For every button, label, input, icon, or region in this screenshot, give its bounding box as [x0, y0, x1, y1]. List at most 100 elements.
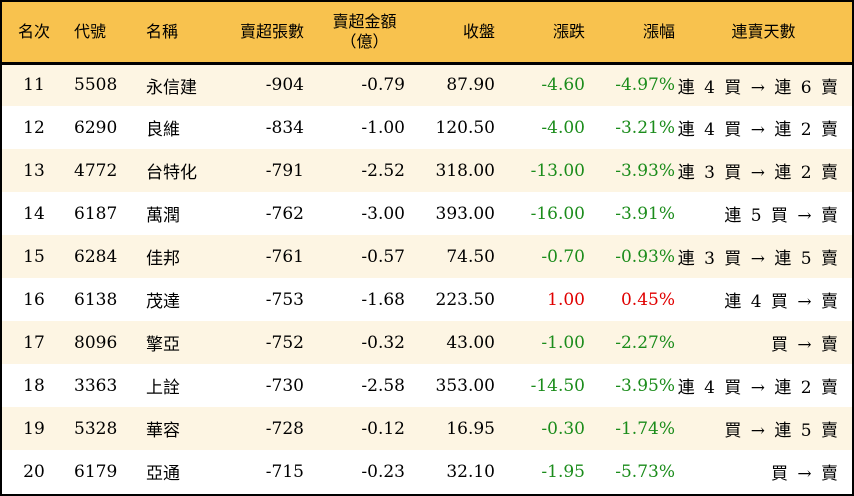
cell-streak: 連 4 買 → 連 6 賣 — [677, 77, 840, 98]
cell-name: 擎亞 — [146, 335, 180, 355]
cell-net-sell-amount: -0.57 — [361, 246, 405, 267]
cell-close: 16.95 — [446, 418, 495, 439]
cell-rank: 11 — [23, 75, 45, 96]
header-code: 代號 — [74, 21, 107, 41]
header-net-sell-amount-unit: （億） — [340, 31, 389, 51]
cell-code: 6187 — [74, 203, 118, 224]
table-row[interactable]: 17 8096 擎亞 -752 -0.32 43.00 -1.00 -2.27% 買 → 賣 — [2, 321, 852, 364]
cell-name: 良維 — [146, 120, 180, 140]
cell-change: -0.30 — [541, 418, 585, 439]
cell-change: -4.60 — [541, 75, 585, 96]
cell-name: 亞通 — [146, 464, 180, 484]
cell-close: 223.50 — [435, 289, 495, 310]
cell-change-pct: -1.74% — [615, 418, 675, 439]
cell-change: -14.50 — [530, 375, 585, 396]
cell-change: -1.00 — [541, 332, 585, 353]
header-name: 名稱 — [146, 21, 179, 41]
cell-name: 上詮 — [146, 378, 180, 398]
cell-close: 87.90 — [446, 75, 495, 96]
cell-change: -1.95 — [541, 461, 585, 482]
table-row[interactable]: 20 6179 亞通 -715 -0.23 32.10 -1.95 -5.73% 買 → 賣 — [2, 450, 852, 493]
cell-change-pct: 0.45% — [620, 289, 675, 310]
cell-change-pct: -3.91% — [615, 203, 675, 224]
cell-net-sell-amount: -0.79 — [361, 75, 405, 96]
cell-code: 3363 — [74, 375, 118, 396]
cell-code: 6179 — [74, 461, 118, 482]
cell-rank: 17 — [23, 332, 45, 353]
cell-streak: 連 4 買 → 賣 — [724, 292, 840, 312]
table-row[interactable]: 11 5508 永信建 -904 -0.79 87.90 -4.60 -4.97% 連 4 買 … — [2, 63, 852, 106]
cell-rank: 18 — [23, 375, 45, 396]
table-row[interactable]: 18 3363 上詮 -730 -2.58 353.00 -14.50 -3.95% 連 4 買… — [2, 364, 852, 407]
cell-code: 4772 — [74, 160, 118, 181]
cell-change: -16.00 — [530, 203, 585, 224]
cell-change-pct: -0.93% — [615, 246, 675, 267]
header-streak: 連賣天數 — [731, 21, 796, 41]
table-row[interactable]: 19 5328 華容 -728 -0.12 16.95 -0.30 -1.74% 買 → 連 5… — [2, 407, 852, 450]
cell-net-sell-lots: -730 — [265, 375, 304, 396]
cell-change-pct: -3.95% — [615, 375, 675, 396]
header-net-sell-amount: 賣超金額 （億） — [304, 2, 405, 63]
cell-change: -0.70 — [541, 246, 585, 267]
table-body: 11 5508 永信建 -904 -0.79 87.90 -4.60 -4.97% 連 4 買 … — [2, 63, 852, 493]
cell-name: 永信建 — [146, 77, 197, 98]
cell-net-sell-amount: -0.32 — [361, 332, 405, 353]
cell-rank: 15 — [23, 246, 45, 267]
cell-close: 74.50 — [446, 246, 495, 267]
cell-rank: 19 — [23, 418, 45, 439]
header-net-sell-amount-label: 賣超金額 — [332, 11, 397, 31]
cell-net-sell-lots: -762 — [265, 203, 304, 224]
cell-change: 1.00 — [547, 289, 585, 310]
cell-name: 台特化 — [146, 163, 197, 183]
cell-code: 6284 — [74, 246, 118, 267]
cell-net-sell-amount: -1.68 — [361, 289, 405, 310]
cell-streak: 買 → 賣 — [770, 335, 840, 355]
cell-streak: 連 4 買 → 連 2 賣 — [677, 120, 840, 140]
cell-change: -4.00 — [541, 117, 585, 138]
header-change: 漲跌 — [552, 21, 585, 41]
cell-net-sell-lots: -904 — [265, 75, 304, 96]
cell-net-sell-lots: -791 — [265, 160, 304, 181]
table-row[interactable]: 16 6138 茂達 -753 -1.68 223.50 1.00 0.45% 連 4 買 → … — [2, 278, 852, 321]
table-row[interactable]: 14 6187 萬潤 -762 -3.00 393.00 -16.00 -3.91% 連 5 買… — [2, 192, 852, 235]
cell-name: 華容 — [146, 421, 180, 441]
cell-close: 32.10 — [446, 461, 495, 482]
cell-net-sell-amount: -0.23 — [361, 461, 405, 482]
cell-code: 8096 — [74, 332, 118, 353]
cell-net-sell-lots: -753 — [265, 289, 304, 310]
cell-change-pct: -2.27% — [615, 332, 675, 353]
cell-change-pct: -4.97% — [615, 75, 675, 96]
cell-rank: 14 — [23, 203, 45, 224]
cell-close: 353.00 — [435, 375, 495, 396]
cell-code: 6138 — [74, 289, 118, 310]
cell-streak: 買 → 賣 — [770, 464, 840, 484]
cell-net-sell-amount: -2.52 — [361, 160, 405, 181]
cell-net-sell-lots: -834 — [265, 117, 304, 138]
table-row[interactable]: 13 4772 台特化 -791 -2.52 318.00 -13.00 -3.93% 連 3 … — [2, 149, 852, 192]
table-row[interactable]: 12 6290 良維 -834 -1.00 120.50 -4.00 -3.21% 連 4 買 … — [2, 106, 852, 149]
cell-code: 5508 — [74, 75, 118, 96]
cell-net-sell-lots: -715 — [265, 461, 304, 482]
cell-close: 318.00 — [435, 160, 495, 181]
table-row[interactable]: 15 6284 佳邦 -761 -0.57 74.50 -0.70 -0.93% 連 3 買 →… — [2, 235, 852, 278]
cell-streak: 連 3 買 → 連 5 賣 — [677, 249, 840, 269]
table-header: 名次 代號 名稱 賣超張數 賣超金額 （億） 收盤 漲跌 漲幅 連賣天數 — [2, 2, 852, 63]
header-close: 收盤 — [462, 21, 495, 41]
cell-name: 茂達 — [146, 292, 180, 312]
cell-net-sell-amount: -1.00 — [361, 117, 405, 138]
cell-rank: 13 — [23, 160, 45, 181]
cell-name: 佳邦 — [146, 249, 180, 269]
cell-streak: 買 → 連 5 賣 — [724, 421, 840, 441]
cell-code: 6290 — [74, 117, 118, 138]
cell-change: -13.00 — [530, 160, 585, 181]
cell-rank: 12 — [23, 117, 45, 138]
cell-change-pct: -3.21% — [615, 117, 675, 138]
header-rank: 名次 — [17, 21, 50, 41]
header-change-pct: 漲幅 — [642, 21, 675, 41]
cell-streak: 連 5 買 → 賣 — [724, 206, 840, 226]
cell-rank: 16 — [23, 289, 45, 310]
cell-rank: 20 — [23, 461, 45, 482]
cell-code: 5328 — [74, 418, 118, 439]
